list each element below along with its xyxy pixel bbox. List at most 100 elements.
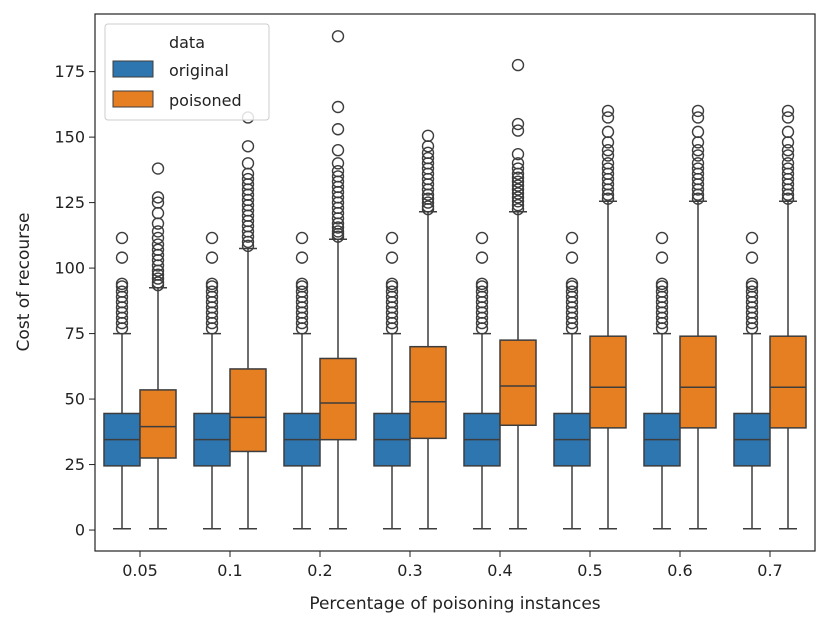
x-tick-label: 0.3 (397, 561, 422, 580)
poisoned-outlier (151, 217, 165, 230)
original-outlier (115, 285, 129, 298)
poisoned-outlier (511, 187, 525, 200)
poisoned-outlier (511, 171, 525, 184)
original-outlier (655, 285, 669, 298)
poisoned-outlier (331, 100, 345, 114)
original-outlier (745, 251, 759, 264)
poisoned-outlier (331, 157, 345, 170)
poisoned-outlier (691, 162, 705, 175)
poisoned-outlier (421, 151, 435, 165)
poisoned-outlier (601, 125, 615, 139)
x-tick-label: 0.6 (667, 561, 692, 580)
x-tick-label: 0.05 (122, 561, 158, 580)
poisoned-outlier (151, 206, 165, 220)
poisoned-outlier (511, 175, 525, 188)
poisoned-outlier (781, 125, 795, 139)
legend: data original poisoned (104, 23, 270, 121)
poisoned-outlier (691, 157, 705, 170)
poisoned-outlier (151, 272, 165, 285)
poisoned-outlier (331, 164, 345, 178)
poisoned-outlier (151, 162, 165, 175)
original-outlier (475, 251, 489, 264)
original-outlier (385, 285, 399, 298)
poisoned-outlier (151, 231, 165, 245)
original-outlier (385, 277, 399, 291)
poisoned-outlier (151, 276, 165, 289)
legend-title: data (169, 33, 205, 52)
poisoned-outlier (151, 238, 165, 251)
poisoned-outlier (691, 136, 705, 149)
poisoned-outlier (331, 144, 345, 157)
poisoned-outlier (151, 196, 165, 209)
y-tick-label: 150 (54, 128, 85, 147)
original-outlier (745, 277, 759, 291)
poisoned-outlier (511, 202, 525, 216)
poisoned-outlier (691, 192, 705, 205)
poisoned-box (409, 345, 447, 440)
y-tick-label: 0 (75, 521, 85, 540)
poisoned-box (139, 389, 177, 459)
poisoned-box (319, 357, 357, 441)
poisoned-outlier (241, 239, 255, 253)
poisoned-outlier (241, 157, 255, 170)
poisoned-outlier (601, 136, 615, 149)
poisoned-box (229, 368, 267, 453)
poisoned-box (679, 335, 717, 429)
poisoned-outlier (511, 191, 525, 204)
original-outlier (655, 277, 669, 291)
x-tick-label: 0.1 (217, 561, 242, 580)
original-outlier (565, 285, 579, 298)
x-tick-label: 0.4 (487, 561, 512, 580)
poisoned-outlier (781, 136, 795, 149)
poisoned-outlier (601, 149, 615, 162)
poisoned-outlier (331, 225, 345, 238)
poisoned-outlier (151, 225, 165, 238)
poisoned-outlier (691, 125, 705, 139)
original-outlier (205, 285, 219, 298)
poisoned-outlier (331, 221, 345, 234)
original-outlier (565, 251, 579, 264)
poisoned-outlier (691, 104, 705, 118)
poisoned-outlier (691, 149, 705, 162)
original-outlier (385, 231, 399, 245)
original-outlier (655, 231, 669, 245)
poisoned-outlier (511, 124, 525, 137)
poisoned-outlier (511, 58, 525, 72)
poisoned-outlier (331, 170, 345, 183)
legend-label-poisoned: poisoned (169, 91, 242, 110)
original-outlier (115, 277, 129, 291)
poisoned-outlier (781, 104, 795, 118)
y-axis-label: Cost of recourse (14, 213, 34, 352)
y-tick-label: 125 (54, 193, 85, 212)
poisoned-outlier (781, 111, 795, 124)
original-outlier (475, 231, 489, 245)
poisoned-box (499, 339, 537, 427)
x-tick-label: 0.2 (307, 561, 332, 580)
poisoned-outlier (511, 199, 525, 212)
original-outlier (745, 285, 759, 298)
poisoned-outlier (331, 123, 345, 136)
original-outlier (115, 251, 129, 264)
poisoned-outlier (151, 243, 165, 256)
original-outlier (295, 231, 309, 245)
original-outlier (205, 231, 219, 245)
poisoned-outlier (691, 111, 705, 124)
poisoned-outlier (151, 191, 165, 204)
poisoned-outlier (511, 147, 525, 161)
original-outlier (475, 285, 489, 298)
original-outlier (115, 231, 129, 245)
y-tick-label: 175 (54, 62, 85, 81)
y-tick-label: 100 (54, 259, 85, 278)
poisoned-outlier (781, 162, 795, 175)
poisoned-outlier (511, 157, 525, 170)
poisoned-outlier (421, 200, 435, 213)
y-tick-label: 50 (65, 390, 85, 409)
poisoned-box (769, 335, 807, 429)
poisoned-outlier (331, 30, 345, 43)
poisoned-outlier (601, 144, 615, 157)
original-outlier (475, 277, 489, 291)
original-outlier (205, 277, 219, 291)
original-outlier (565, 277, 579, 291)
poisoned-outlier (421, 146, 435, 160)
original-outlier (385, 251, 399, 264)
